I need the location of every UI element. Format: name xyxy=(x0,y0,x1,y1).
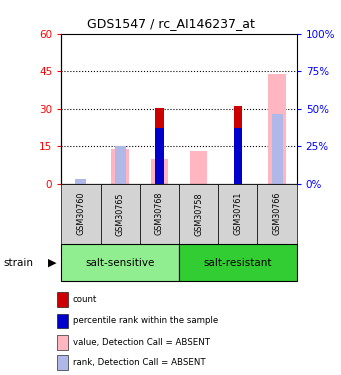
Bar xyxy=(57,314,68,328)
Text: strain: strain xyxy=(3,258,33,267)
Text: salt-resistant: salt-resistant xyxy=(204,258,272,267)
Bar xyxy=(140,184,179,244)
Bar xyxy=(57,355,68,370)
Text: GSM30761: GSM30761 xyxy=(233,192,242,236)
Text: GDS1547 / rc_AI146237_at: GDS1547 / rc_AI146237_at xyxy=(87,17,254,30)
Text: GSM30768: GSM30768 xyxy=(155,192,164,236)
Bar xyxy=(234,128,242,184)
Bar xyxy=(257,184,297,244)
Bar xyxy=(190,151,207,184)
Text: GSM30765: GSM30765 xyxy=(116,192,125,236)
Text: rank, Detection Call = ABSENT: rank, Detection Call = ABSENT xyxy=(73,358,205,367)
Text: percentile rank within the sample: percentile rank within the sample xyxy=(73,316,218,326)
Bar xyxy=(101,184,140,244)
Bar xyxy=(61,244,179,281)
Bar xyxy=(112,149,129,184)
Bar xyxy=(179,184,218,244)
Bar xyxy=(234,106,242,184)
Bar xyxy=(151,159,168,184)
Bar xyxy=(115,146,126,184)
Text: GSM30766: GSM30766 xyxy=(272,192,282,236)
Bar xyxy=(155,128,164,184)
Bar xyxy=(75,179,87,184)
Text: salt-sensitive: salt-sensitive xyxy=(86,258,155,267)
Bar xyxy=(61,184,101,244)
Bar xyxy=(57,335,68,350)
Bar xyxy=(271,114,283,184)
Bar xyxy=(57,292,68,307)
Text: count: count xyxy=(73,295,97,304)
Text: GSM30760: GSM30760 xyxy=(76,192,86,236)
Bar xyxy=(155,108,164,184)
Bar xyxy=(218,184,257,244)
Text: GSM30758: GSM30758 xyxy=(194,192,203,236)
Bar xyxy=(179,244,297,281)
Bar xyxy=(268,74,286,184)
Text: ▶: ▶ xyxy=(48,258,56,267)
Text: value, Detection Call = ABSENT: value, Detection Call = ABSENT xyxy=(73,338,210,347)
